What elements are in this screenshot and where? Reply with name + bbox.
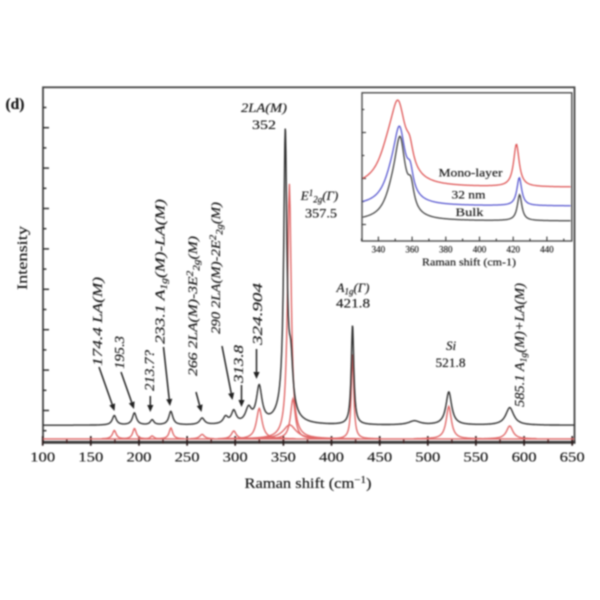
svg-text:550: 550 [463,451,488,466]
svg-text:300: 300 [223,451,248,466]
svg-text:290 2LA(M)-2E2​2g​(M): 290 2LA(M)-2E2​2g​(M) [208,202,225,334]
svg-text:2LA(M): 2LA(M) [241,100,287,115]
svg-text:195.3: 195.3 [112,336,127,369]
svg-text:600: 600 [512,451,537,466]
svg-text:Intensity: Intensity [15,225,31,290]
svg-text:450: 450 [367,451,392,466]
svg-text:440: 440 [540,245,554,255]
svg-text:400: 400 [473,245,487,255]
svg-text:500: 500 [415,451,440,466]
svg-text:150: 150 [78,451,103,466]
svg-text:100: 100 [30,451,55,466]
svg-text:32 nm: 32 nm [452,190,486,202]
svg-text:650: 650 [560,451,585,466]
svg-text:380: 380 [439,245,453,255]
svg-text:250: 250 [175,451,200,466]
svg-text:Bulk: Bulk [456,207,484,219]
svg-text:Raman shift (cm−1): Raman shift (cm −1) [245,475,372,492]
svg-text:350: 350 [271,451,296,466]
svg-text:Raman shift (cm-1): Raman shift (cm-1) [422,258,517,269]
svg-text:200: 200 [127,451,152,466]
svg-text:340: 340 [372,245,386,255]
svg-text:420: 420 [506,245,520,255]
svg-text:360: 360 [405,245,419,255]
svg-text:400: 400 [319,451,344,466]
svg-text:213.7?: 213.7? [142,350,157,391]
svg-text:174.4 LA(M): 174.4 LA(M) [90,276,105,366]
svg-text:324.904: 324.904 [250,283,265,347]
svg-text:357.5: 357.5 [305,206,337,221]
svg-text:Si: Si [446,338,457,353]
svg-text:313.8: 313.8 [231,345,246,385]
svg-text:266 2LA(M)-3E2​2g​(M): 266 2LA(M)-3E2​2g​(M) [185,236,202,376]
svg-text:Mono-layer: Mono-layer [439,166,503,180]
svg-text:421.8: 421.8 [336,296,370,311]
svg-text:521.8: 521.8 [436,355,466,370]
svg-text:233.1 A1g​(M)-LA(M): 233.1 A1g​(M)-LA(M) [153,198,170,344]
svg-text:585.1 A1g​(M)+LA(M): 585.1 A1g​(M)+LA(M) [512,282,529,407]
svg-text:(d): (d) [6,96,25,113]
svg-text:A1g​(Γ): A1g​(Γ) [335,280,369,297]
svg-text:352: 352 [252,117,276,132]
